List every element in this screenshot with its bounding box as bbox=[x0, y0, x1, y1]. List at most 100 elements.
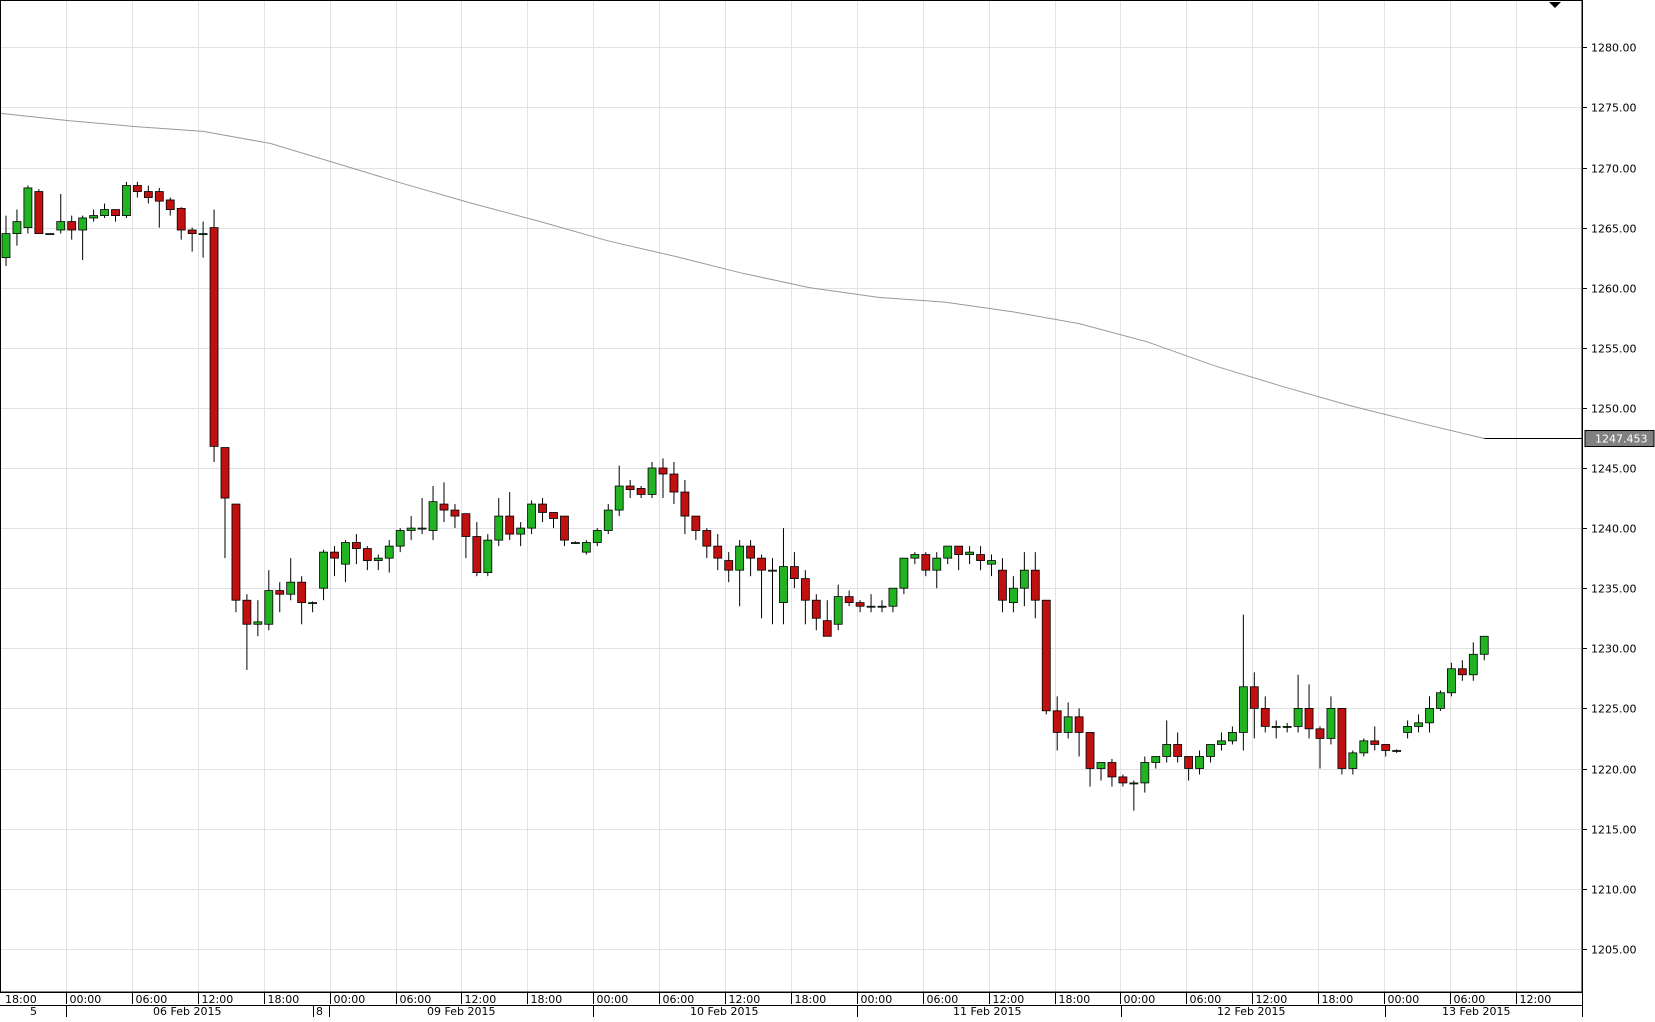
candle-body bbox=[1151, 756, 1161, 763]
candle-body bbox=[395, 530, 405, 547]
candle bbox=[811, 594, 821, 631]
candle-body bbox=[209, 227, 219, 447]
candle bbox=[330, 546, 339, 577]
candle bbox=[143, 185, 153, 204]
candle-body bbox=[1096, 762, 1106, 769]
candle bbox=[1326, 696, 1336, 745]
candle-body bbox=[669, 473, 679, 493]
moving-average-line bbox=[0, 112, 1485, 439]
candle-body bbox=[1074, 716, 1084, 733]
candle bbox=[253, 600, 263, 637]
candle bbox=[89, 209, 98, 222]
y-tick-label: 1240.00 bbox=[1591, 523, 1637, 536]
time-tick-label: 12:00 bbox=[1256, 993, 1288, 1006]
candle-body bbox=[275, 590, 285, 595]
y-tick-label: 1210.00 bbox=[1591, 884, 1637, 897]
candle bbox=[877, 600, 887, 613]
candle bbox=[111, 209, 120, 222]
candle-body bbox=[1457, 668, 1467, 676]
candle-body bbox=[1359, 740, 1369, 754]
candle-body bbox=[932, 557, 942, 571]
time-tick-label: 06:00 bbox=[400, 993, 432, 1006]
candle-body bbox=[614, 485, 624, 511]
candle-body bbox=[1337, 708, 1347, 769]
candle bbox=[1217, 732, 1226, 751]
candle-body bbox=[647, 467, 657, 495]
candle bbox=[351, 534, 361, 565]
candle bbox=[1009, 576, 1018, 613]
candle-body bbox=[373, 557, 383, 561]
time-tick-label: 00:00 bbox=[70, 993, 102, 1006]
candle-body bbox=[1370, 740, 1380, 745]
candle bbox=[286, 558, 296, 601]
candle bbox=[132, 181, 142, 198]
candle bbox=[384, 540, 394, 573]
candle-body bbox=[921, 554, 931, 571]
candle bbox=[1457, 660, 1467, 681]
current-value-box bbox=[1584, 430, 1655, 448]
time-tick-label: 00:00 bbox=[861, 993, 893, 1006]
candle bbox=[242, 594, 252, 670]
candle bbox=[1468, 642, 1478, 681]
candle bbox=[1228, 726, 1237, 745]
scroll-marker-icon bbox=[1549, 2, 1561, 8]
time-tick-label: 06:00 bbox=[136, 993, 168, 1006]
y-tick-label: 1215.00 bbox=[1591, 824, 1637, 837]
candle bbox=[450, 504, 460, 529]
candle-body bbox=[132, 185, 142, 192]
candle-body bbox=[757, 557, 766, 571]
candle bbox=[987, 554, 996, 577]
candle bbox=[581, 540, 591, 555]
candle bbox=[614, 465, 624, 517]
candle bbox=[1052, 696, 1062, 751]
candle-body bbox=[417, 527, 427, 530]
candle-body bbox=[1315, 728, 1325, 739]
candle-body bbox=[899, 557, 909, 589]
candle-body bbox=[1030, 569, 1040, 601]
candle-body bbox=[998, 569, 1007, 601]
candle bbox=[231, 503, 241, 613]
candle bbox=[209, 209, 219, 462]
candle bbox=[538, 498, 547, 523]
candle bbox=[1107, 758, 1117, 787]
candle bbox=[658, 458, 668, 499]
candle-body bbox=[122, 185, 131, 216]
candle bbox=[899, 557, 909, 595]
candle-body bbox=[165, 199, 175, 210]
candle-body bbox=[691, 515, 701, 531]
time-tick-label: 12:00 bbox=[729, 993, 761, 1006]
candle bbox=[1414, 714, 1423, 733]
candle bbox=[12, 209, 22, 246]
candle bbox=[866, 594, 876, 613]
candle-body bbox=[1304, 708, 1314, 730]
candle bbox=[1447, 662, 1456, 697]
candle bbox=[1140, 756, 1150, 793]
time-tick-label: 18:00 bbox=[1322, 993, 1354, 1006]
candle bbox=[1085, 732, 1095, 787]
candle bbox=[1392, 749, 1402, 753]
candle-body bbox=[1184, 756, 1193, 769]
candle bbox=[647, 461, 657, 499]
candle bbox=[1282, 722, 1292, 733]
y-tick-label: 1255.00 bbox=[1591, 343, 1637, 356]
candle-body bbox=[1436, 692, 1445, 709]
time-tick-label: 06:00 bbox=[927, 993, 959, 1006]
candle bbox=[1030, 552, 1040, 619]
candle-body bbox=[790, 566, 799, 579]
candle bbox=[122, 181, 131, 218]
candle-body bbox=[439, 503, 449, 511]
candle bbox=[603, 504, 613, 535]
candle-body bbox=[1414, 722, 1423, 727]
current-value-marker: 1247.453 bbox=[1584, 430, 1655, 448]
y-tick-label: 1265.00 bbox=[1591, 223, 1637, 236]
candle-body bbox=[1249, 686, 1259, 709]
candle bbox=[1425, 696, 1434, 733]
candle bbox=[669, 461, 679, 505]
candle-body bbox=[1447, 668, 1456, 694]
candle bbox=[636, 486, 646, 499]
candle-body bbox=[527, 503, 536, 529]
candle-body bbox=[187, 229, 197, 235]
candle bbox=[822, 600, 832, 637]
candle bbox=[1271, 720, 1281, 739]
y-tick-label: 1280.00 bbox=[1591, 42, 1637, 55]
